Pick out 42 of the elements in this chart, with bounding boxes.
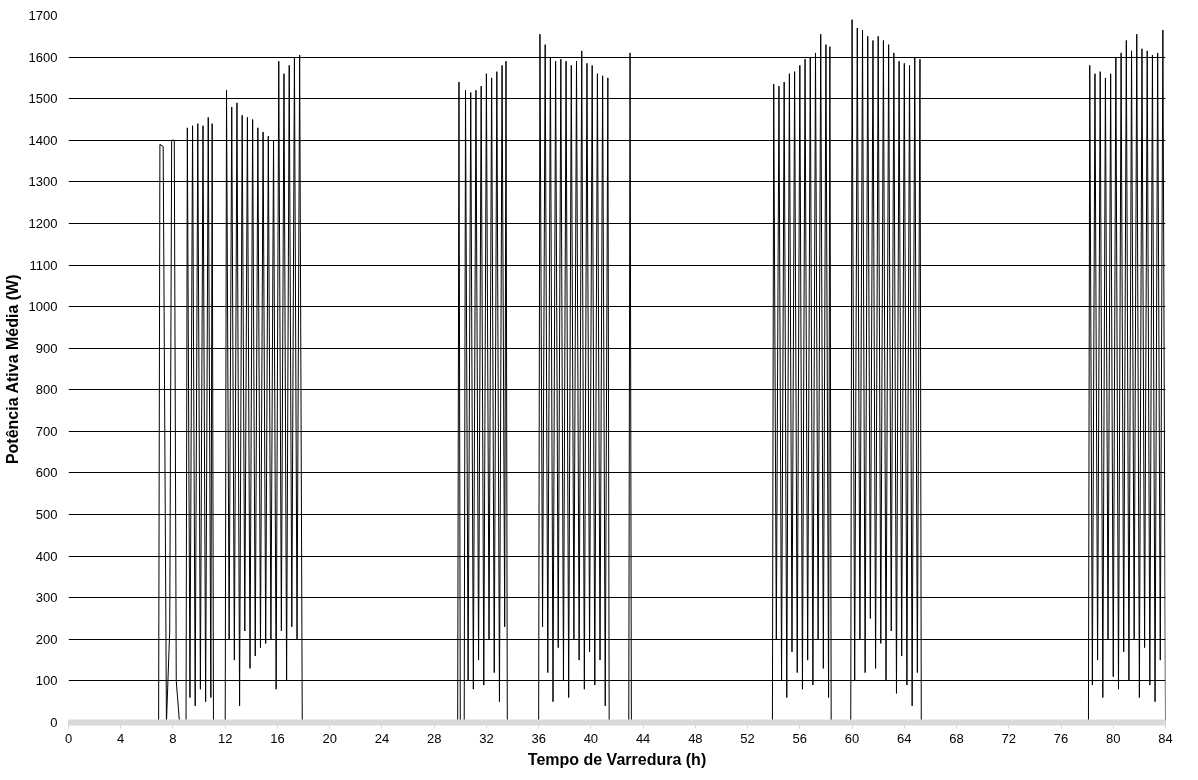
y-tick-label: 1300 bbox=[28, 174, 58, 190]
y-tick-label: 100 bbox=[35, 673, 58, 689]
x-tick-label: 32 bbox=[479, 730, 494, 746]
x-axis-title: Tempo de Varredura (h) bbox=[527, 750, 707, 768]
y-tick-label: 800 bbox=[35, 382, 58, 398]
y-tick-label: 700 bbox=[35, 423, 58, 439]
x-tick-label: 48 bbox=[688, 730, 703, 746]
x-tick-label: 24 bbox=[374, 730, 390, 746]
x-tick-label: 84 bbox=[1158, 730, 1173, 746]
x-tick-label: 4 bbox=[117, 730, 125, 746]
y-tick-label: 600 bbox=[35, 465, 58, 481]
x-tick-label: 8 bbox=[169, 730, 177, 746]
x-tick-label: 28 bbox=[426, 730, 442, 746]
x-tick-label: 12 bbox=[217, 730, 233, 746]
x-tick-label: 76 bbox=[1053, 730, 1069, 746]
x-tick-label: 72 bbox=[1001, 730, 1017, 746]
x-tick-label: 44 bbox=[635, 730, 651, 746]
y-tick-label: 400 bbox=[35, 548, 58, 564]
y-tick-label: 0 bbox=[50, 715, 58, 730]
y-tick-label: 1100 bbox=[29, 257, 58, 273]
x-tick-label: 68 bbox=[949, 730, 964, 746]
y-tick-label: 1200 bbox=[28, 215, 58, 231]
y-tick-label: 1000 bbox=[28, 299, 58, 315]
y-tick-label: 1400 bbox=[28, 132, 58, 148]
y-axis-title: Potência Ativa Média (W) bbox=[3, 274, 21, 465]
x-tick-label: 40 bbox=[583, 730, 599, 746]
x-tick-label: 56 bbox=[792, 730, 808, 746]
y-tick-label: 500 bbox=[35, 507, 58, 523]
x-tick-label: 16 bbox=[270, 730, 285, 746]
x-tick-label: 52 bbox=[740, 730, 755, 746]
y-tick-label: 1700 bbox=[28, 8, 58, 23]
x-tick-label: 36 bbox=[531, 730, 546, 746]
x-tick-label: 64 bbox=[897, 730, 912, 746]
y-tick-label: 300 bbox=[35, 590, 58, 606]
x-tick-label: 60 bbox=[844, 730, 860, 746]
x-tick-label: 0 bbox=[64, 730, 73, 746]
y-tick-label: 1500 bbox=[28, 91, 58, 107]
y-tick-label: 200 bbox=[35, 631, 58, 647]
x-tick-label: 80 bbox=[1106, 730, 1121, 746]
y-tick-label: 1600 bbox=[28, 49, 58, 65]
x-tick-label: 20 bbox=[322, 730, 337, 746]
y-tick-label: 900 bbox=[35, 340, 58, 356]
